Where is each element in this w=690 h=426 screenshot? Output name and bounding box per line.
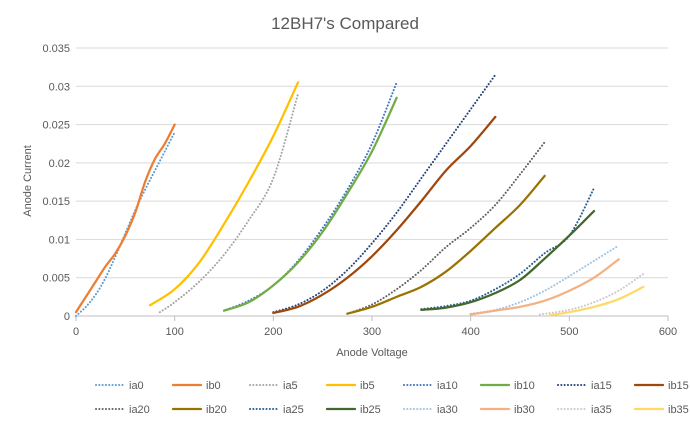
series-line-ib35 <box>548 285 645 317</box>
legend-item-ia0: ia0 <box>95 380 144 392</box>
legend-item-ib30: ib30 <box>479 404 535 416</box>
x-tick-label: 0 <box>73 326 79 338</box>
legend-item-ia5: ia5 <box>249 380 298 392</box>
x-tick-label: 100 <box>165 326 183 338</box>
series-line-ia35 <box>538 272 645 316</box>
x-tick-label: 600 <box>659 326 677 338</box>
legend-item-ia35: ia35 <box>557 404 612 416</box>
x-tick-label: 400 <box>461 326 479 338</box>
legend-item-ib5: ib5 <box>325 380 375 392</box>
legend: ia0 ib0 ia5 ib5 ia10 ib10 ia15 ib15 ia20 ib20 ia25… <box>95 380 689 416</box>
legend-item-ib15: ib15 <box>633 380 689 392</box>
legend-item-ia15: ia15 <box>557 380 612 392</box>
legend-label: ib35 <box>668 404 689 416</box>
x-tick-label: 500 <box>560 326 578 338</box>
legend-label: ia15 <box>591 380 612 392</box>
legend-item-ib35: ib35 <box>633 404 689 416</box>
series-line-ia30 <box>469 244 620 315</box>
legend-label: ia5 <box>283 380 298 392</box>
legend-item-ia20: ia20 <box>95 404 150 416</box>
legend-label: ia25 <box>283 404 304 416</box>
y-tick-label: 0.02 <box>49 158 70 170</box>
series-line-ia5 <box>158 92 299 314</box>
chart-title: 12BH7's Compared <box>271 14 419 33</box>
legend-label: ia10 <box>437 380 458 392</box>
series-layer <box>74 73 645 317</box>
legend-label: ib15 <box>668 380 689 392</box>
y-tick-label: 0.035 <box>42 43 70 55</box>
series-line-ib25 <box>420 209 596 311</box>
y-tick-label: 0.015 <box>42 196 70 208</box>
series-line-ia10 <box>223 81 398 312</box>
legend-item-ia10: ia10 <box>403 380 458 392</box>
y-axis-title: Anode Current <box>22 145 34 217</box>
series-line-ia20 <box>346 141 546 315</box>
series-line-ib15 <box>272 115 497 315</box>
x-tick-label: 200 <box>264 326 282 338</box>
legend-label: ib10 <box>514 380 535 392</box>
y-tick-label: 0.03 <box>49 81 70 93</box>
x-tick-label: 300 <box>363 326 381 338</box>
legend-label: ib5 <box>360 380 375 392</box>
legend-label: ib0 <box>206 380 221 392</box>
y-tick-label: 0 <box>64 311 70 323</box>
legend-item-ia30: ia30 <box>403 404 458 416</box>
legend-label: ib30 <box>514 404 535 416</box>
legend-item-ib0: ib0 <box>171 380 221 392</box>
legend-label: ia30 <box>437 404 458 416</box>
legend-label: ia20 <box>129 404 150 416</box>
legend-label: ia35 <box>591 404 612 416</box>
series-line-ib5 <box>148 81 300 307</box>
series-line-ib20 <box>346 174 546 315</box>
axis-layer: 0 0.005 0.01 0.015 0.02 0.025 0.03 0.035 0 100 200… <box>42 43 677 338</box>
series-line-ia15 <box>272 73 497 314</box>
legend-item-ia25: ia25 <box>249 404 304 416</box>
legend-item-ib10: ib10 <box>479 380 535 392</box>
y-tick-label: 0.005 <box>42 273 70 285</box>
series-line-ib0 <box>74 123 176 314</box>
legend-label: ib25 <box>360 404 381 416</box>
series-line-ib10 <box>222 96 398 312</box>
x-axis-title: Anode Voltage <box>336 347 408 359</box>
legend-label: ib20 <box>206 404 227 416</box>
y-tick-label: 0.01 <box>49 234 70 246</box>
legend-item-ib25: ib25 <box>325 404 381 416</box>
legend-item-ib20: ib20 <box>171 404 227 416</box>
y-tick-label: 0.025 <box>42 120 70 132</box>
legend-label: ia0 <box>129 380 144 392</box>
series-line-ib30 <box>469 258 620 316</box>
